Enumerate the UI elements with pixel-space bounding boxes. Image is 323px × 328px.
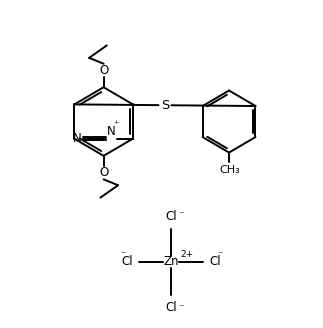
Text: O: O xyxy=(99,64,108,77)
Text: Cl: Cl xyxy=(165,301,177,314)
Text: 2+: 2+ xyxy=(181,250,194,259)
Text: ⁻: ⁻ xyxy=(178,304,183,314)
Text: N: N xyxy=(73,132,82,145)
Text: ⁺: ⁺ xyxy=(113,120,119,130)
Text: Cl: Cl xyxy=(165,210,177,223)
Text: ⁻: ⁻ xyxy=(120,250,125,260)
Text: Cl: Cl xyxy=(210,256,221,269)
Text: S: S xyxy=(161,99,169,112)
Text: CH₃: CH₃ xyxy=(220,165,240,174)
Text: ⁻: ⁻ xyxy=(217,250,222,260)
Text: N: N xyxy=(107,125,115,138)
Text: ⁻: ⁻ xyxy=(178,210,183,220)
Text: Cl: Cl xyxy=(121,256,132,269)
Text: Zn: Zn xyxy=(163,256,179,269)
Text: O: O xyxy=(99,166,108,179)
